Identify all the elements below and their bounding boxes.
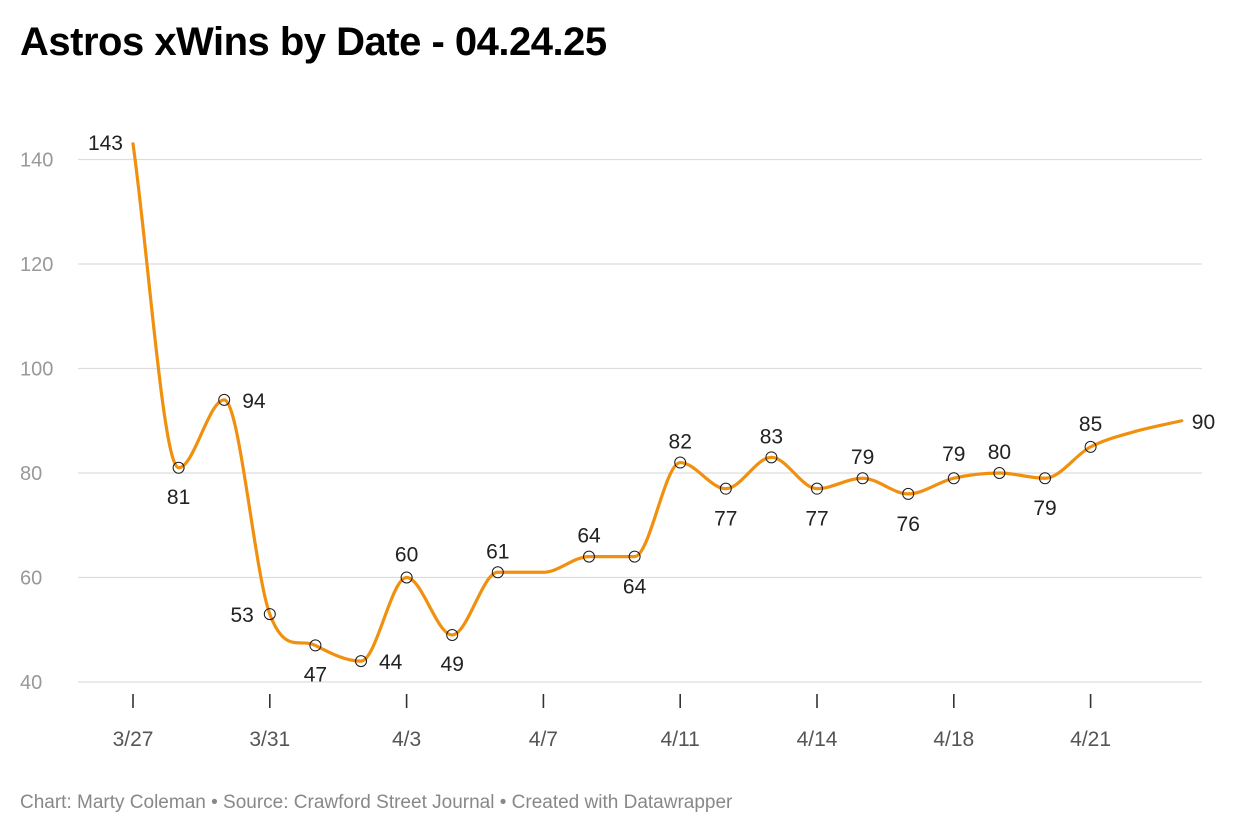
y-tick-label: 40 [20, 672, 42, 694]
data-label: 61 [486, 540, 509, 563]
x-tick-label: 4/3 [392, 728, 421, 751]
y-tick-label: 80 [20, 463, 42, 485]
x-tick-label: 4/7 [529, 728, 558, 751]
data-label: 90 [1192, 411, 1215, 434]
data-label: 81 [167, 486, 190, 509]
data-label: 79 [1033, 497, 1056, 520]
data-label: 85 [1079, 413, 1102, 436]
chart-footer: Chart: Marty Coleman • Source: Crawford … [20, 792, 733, 813]
data-point [902, 487, 915, 500]
data-point [263, 608, 276, 621]
data-label: 64 [623, 576, 647, 599]
x-tick-label: 4/11 [661, 728, 700, 751]
data-label: 82 [669, 431, 692, 454]
data-point [1084, 440, 1097, 453]
data-label: 77 [714, 508, 737, 531]
data-points [172, 393, 1097, 668]
data-point [811, 482, 823, 495]
data-point [719, 482, 732, 495]
data-point [765, 451, 778, 464]
gridlines [78, 158, 1202, 683]
data-point [172, 461, 185, 474]
data-labels: 143 81 94 53 47 44 60 49 61 64 64 82 77 83 77 79 76 79 80 7… [88, 132, 1215, 687]
data-point [993, 467, 1006, 479]
data-point [628, 550, 641, 563]
data-label: 94 [242, 390, 266, 413]
data-point [947, 472, 960, 485]
data-point [309, 639, 322, 652]
data-label: 44 [379, 651, 403, 674]
x-tick-label: 4/21 [1070, 728, 1111, 751]
data-label: 143 [88, 132, 123, 155]
x-axis: 3/27 3/31 4/3 4/7 4/11 4/14 4/18 4/21 [113, 694, 1111, 751]
data-point [1039, 472, 1051, 485]
data-point [491, 566, 504, 579]
data-label: 49 [441, 653, 464, 676]
data-label: 77 [805, 508, 828, 531]
chart-title: Astros xWins by Date - 04.24.25 [20, 20, 607, 64]
data-label: 76 [897, 513, 920, 536]
data-label: 60 [395, 544, 418, 567]
x-tick-label: 3/31 [249, 728, 290, 751]
data-label: 53 [230, 604, 253, 627]
y-axis-ticks: 40 60 80 100 120 140 [20, 150, 53, 695]
data-point [856, 472, 869, 485]
y-tick-label: 120 [20, 254, 53, 276]
data-label: 79 [942, 443, 965, 466]
data-point [355, 655, 367, 668]
data-point [674, 456, 687, 469]
data-point [400, 571, 413, 584]
x-tick-label: 4/14 [797, 728, 838, 751]
data-point [583, 550, 595, 563]
series-line [131, 142, 1184, 663]
y-tick-label: 140 [20, 150, 53, 172]
data-label: 47 [304, 663, 327, 686]
x-tick-label: 3/27 [113, 728, 154, 751]
data-point [218, 393, 231, 406]
y-tick-label: 100 [20, 359, 53, 381]
data-label: 83 [760, 425, 783, 448]
data-label: 80 [988, 441, 1011, 464]
y-tick-label: 60 [20, 568, 42, 590]
data-point [446, 628, 459, 641]
data-label: 64 [577, 525, 601, 548]
data-label: 79 [851, 446, 874, 469]
x-tick-label: 4/18 [933, 728, 974, 751]
